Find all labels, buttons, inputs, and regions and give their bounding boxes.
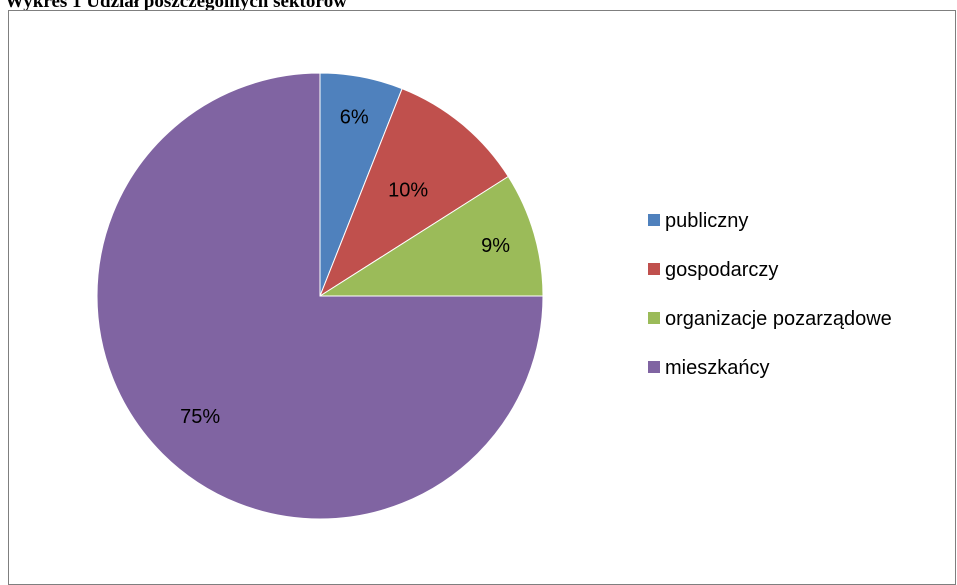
legend-label-0: publiczny xyxy=(665,210,748,232)
legend-swatch-0 xyxy=(648,214,660,226)
figure-caption: Wykres 1 Udział poszczególnych sektorów xyxy=(5,0,347,12)
slice-label-3: 75% xyxy=(180,406,220,428)
legend-swatch-1 xyxy=(648,263,660,275)
slice-label-1: 10% xyxy=(388,179,428,201)
pie-slice-3 xyxy=(96,72,544,520)
slice-label-2: 9% xyxy=(481,235,510,257)
legend-swatch-2 xyxy=(648,312,660,324)
legend-label-2: organizacje pozarządowe xyxy=(665,308,892,330)
legend-swatch-3 xyxy=(648,361,660,373)
legend-label-1: gospodarczy xyxy=(665,259,778,281)
pie-slice-1 xyxy=(318,88,509,298)
legend-label-3: mieszkańcy xyxy=(665,357,769,379)
slice-label-0: 6% xyxy=(340,106,369,128)
pie-slice-2 xyxy=(318,175,544,297)
